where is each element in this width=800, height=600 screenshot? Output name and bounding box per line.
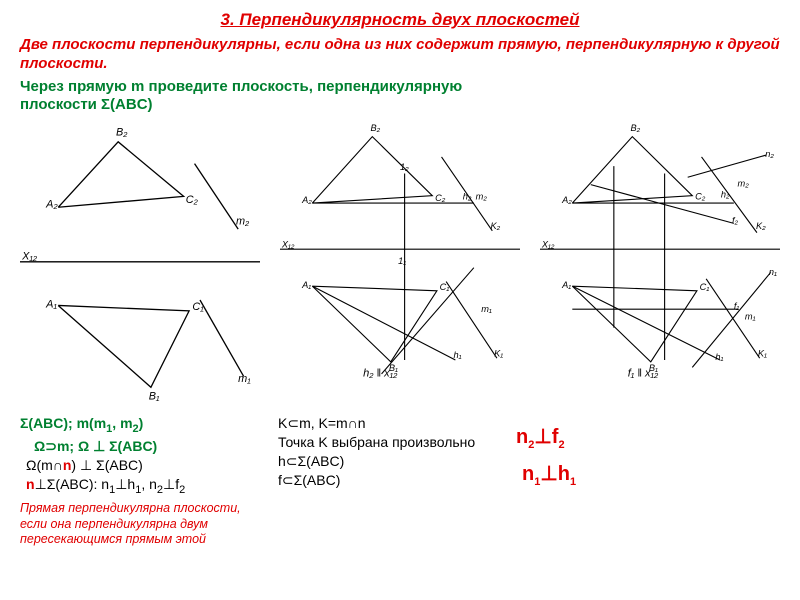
- d2-B2: B₂: [370, 123, 380, 133]
- d3-f1: f₁: [734, 301, 740, 311]
- c1-line2: Ω⊃m; Ω ⊥ Σ(ABC): [20, 437, 260, 456]
- column-2: K⊂m, K=m∩n Точка K выбрана произвольно h…: [278, 414, 498, 548]
- label-m1: m₁: [238, 372, 251, 384]
- c1-line4: n⊥Σ(ABC): n1⊥h1, n2⊥f2: [20, 475, 260, 498]
- diagram-3: A₂ B₂ C₂ h₂ f₂ K₂ n₂ m₂ X₁₂ A₁ B₁ C₁ f₁ …: [540, 120, 780, 409]
- d3-h2: h₂: [721, 189, 730, 199]
- d2-K1: K₁: [494, 348, 503, 358]
- diagram-2: A₂ B₂ C₂ h₂ K₂ m₂ 1₂ X₁₂ 1₁ A₁ B₁ C₁ h₁ …: [280, 120, 520, 409]
- d2-X12: X₁₂: [281, 239, 295, 249]
- task-text: Через прямую m проведите плоскость, перп…: [20, 78, 780, 114]
- d3-K1: K₁: [758, 348, 767, 358]
- d3-n1: n₁: [769, 267, 777, 277]
- label-A2: A₂: [45, 198, 58, 210]
- label-m2: m₂: [236, 215, 250, 227]
- caption-h2: h₂ ‖ x₁₂: [363, 367, 398, 378]
- label-C2: C₂: [186, 193, 199, 205]
- label-A1: A₁: [45, 298, 57, 310]
- c2-line2: Точка K выбрана произвольно: [278, 433, 498, 452]
- d2-12: 1₂: [400, 161, 409, 171]
- d2-K2: K₂: [490, 220, 500, 230]
- d3-C2: C₂: [695, 191, 706, 201]
- column-1: Σ(ABC); m(m1, m2) Ω⊃m; Ω ⊥ Σ(ABC) Ω(m∩n)…: [20, 414, 260, 548]
- d3-m2: m₂: [738, 178, 750, 188]
- d3-n2: n₂: [765, 148, 774, 158]
- label-B1: B₁: [149, 390, 160, 402]
- d3-B2: B₂: [630, 123, 640, 133]
- task-line1: Через прямую m проведите плоскость, перп…: [20, 78, 462, 95]
- d3-A1: A₁: [561, 279, 571, 289]
- d2-C2: C₂: [435, 193, 446, 203]
- d3-f2: f₂: [732, 215, 739, 225]
- formula-n2f2: n2⊥f2: [516, 424, 736, 451]
- d3-X12: X₁₂: [541, 239, 555, 249]
- c2-line3: h⊂Σ(ABC): [278, 452, 498, 471]
- caption-f1: f₁ ‖ x₁₂: [628, 367, 659, 378]
- page-title: 3. Перпендикулярность двух плоскостей: [20, 10, 780, 30]
- label-X12a: X₁₂: [21, 250, 38, 262]
- c1-line3: Ω(m∩n) ⊥ Σ(ABC): [20, 456, 260, 475]
- definition-text: Две плоскости перпендикулярны, если одна…: [20, 36, 780, 74]
- d3-K2: K₂: [756, 220, 766, 230]
- diagram-1: A₂ B₂ C₂ m₂ X₁₂ A₁ B₁ C₁ m₁: [20, 120, 260, 409]
- bottom-columns: Σ(ABC); m(m1, m2) Ω⊃m; Ω ⊥ Σ(ABC) Ω(m∩n)…: [20, 414, 780, 548]
- c1-note: Прямая перпендикулярна плоскости, если о…: [20, 501, 260, 548]
- c2-line4: f⊂Σ(ABC): [278, 471, 498, 490]
- d3-A2: A₂: [561, 195, 572, 205]
- d2-m1: m₁: [481, 303, 492, 313]
- d3-m1: m₁: [745, 311, 756, 321]
- d2-h1: h₁: [454, 350, 462, 360]
- d2-m2: m₂: [476, 191, 488, 201]
- diagrams-row: A₂ B₂ C₂ m₂ X₁₂ A₁ B₁ C₁ m₁: [20, 120, 780, 409]
- task-line2: плоскости Σ(ABC): [20, 96, 153, 113]
- label-B2: B₂: [116, 126, 128, 138]
- d2-h2: h₂: [463, 191, 472, 201]
- d2-C1: C₁: [440, 281, 450, 291]
- d3-h1: h₁: [715, 351, 723, 361]
- d2-A1: A₁: [301, 279, 311, 289]
- d2-11: 1₁: [398, 255, 406, 265]
- label-C1: C₁: [192, 300, 204, 312]
- d3-C1: C₁: [700, 281, 710, 291]
- column-3: n2⊥f2 n1⊥h1: [516, 414, 736, 548]
- formula-n1h1: n1⊥h1: [516, 461, 736, 488]
- d2-A2: A₂: [301, 195, 312, 205]
- c2-line1: K⊂m, K=m∩n: [278, 414, 498, 433]
- c1-line1: Σ(ABC); m(m1, m2): [20, 414, 260, 437]
